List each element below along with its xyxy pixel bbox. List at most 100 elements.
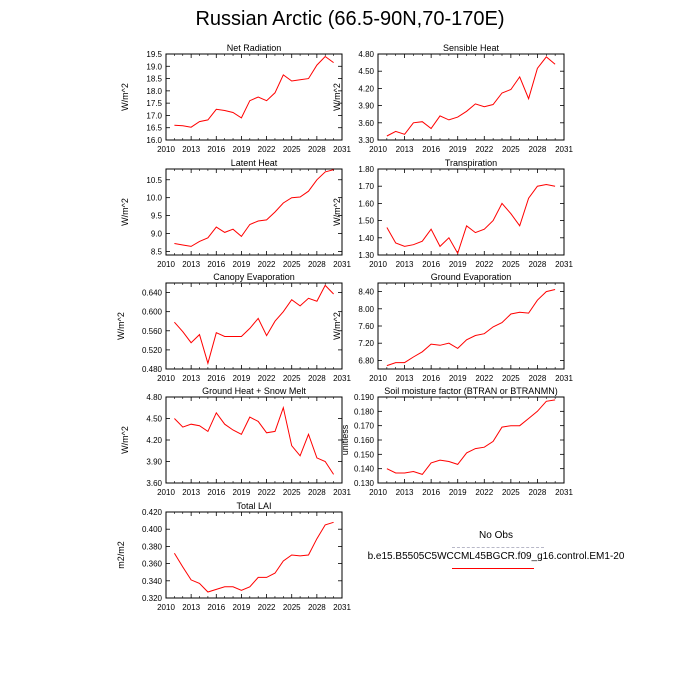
y-axis-label: W/m^2 [120, 198, 130, 226]
y-tick-label: 16.0 [146, 136, 162, 145]
series-line [173, 521, 334, 593]
x-tick-label: 2016 [207, 488, 225, 497]
y-tick-label: 16.5 [146, 124, 162, 133]
y-axis-label: W/m^2 [332, 83, 342, 111]
panel-7: Ground Heat + Snow Melt W/m^2 2010 2013 2016… [120, 386, 351, 497]
series-line [386, 289, 556, 367]
y-tick-label: 10.5 [146, 176, 162, 185]
plot-frame [165, 511, 343, 599]
y-tick-label: 0.380 [142, 542, 163, 551]
y-axis-label: W/m^2 [332, 198, 342, 226]
series-line [174, 55, 334, 128]
y-tick-label: 0.190 [354, 393, 375, 402]
legend: No Obs b.e15.B5505C5WCCML45BGCR.f09_g16.… [362, 530, 630, 574]
y-tick-label: 4.50 [358, 67, 374, 76]
x-tick-label: 2025 [283, 374, 301, 383]
x-tick-label: 2022 [475, 374, 493, 383]
y-tick-label: 19.0 [146, 62, 162, 71]
x-tick-label: 2022 [258, 374, 276, 383]
panel-title: Net Radiation [227, 43, 282, 53]
x-tick-label: 2019 [449, 260, 467, 269]
y-tick-label: 0.160 [354, 436, 375, 445]
x-tick-label: 2013 [182, 374, 200, 383]
legend-model-label: b.e15.B5505C5WCCML45BGCR.f09_g16.control… [367, 551, 625, 562]
y-tick-label: 8.5 [151, 247, 163, 256]
panel-6: Ground Evaporation W/m^2 2010 2013 2016 2019 2… [332, 272, 573, 383]
x-tick-label: 2025 [283, 145, 301, 154]
x-tick-label: 2031 [555, 260, 573, 269]
x-tick-label: 2013 [182, 260, 200, 269]
y-tick-label: 1.80 [358, 165, 374, 174]
x-tick-label: 2016 [422, 374, 440, 383]
y-tick-label: 0.180 [354, 407, 375, 416]
x-tick-label: 2013 [182, 145, 200, 154]
panel-5: Canopy Evaporation W/m^2 2010 2013 2016 2019 2… [116, 272, 351, 383]
x-tick-label: 2013 [396, 145, 414, 154]
y-tick-label: 9.5 [151, 212, 163, 221]
x-tick-label: 2013 [396, 374, 414, 383]
x-tick-label: 2010 [157, 374, 175, 383]
y-tick-label: 0.480 [142, 365, 163, 374]
x-tick-label: 2013 [396, 488, 414, 497]
y-tick-label: 18.5 [146, 75, 162, 84]
x-tick-label: 2022 [258, 603, 276, 612]
y-tick-label: 19.5 [146, 50, 162, 59]
x-tick-label: 2028 [529, 488, 547, 497]
x-tick-label: 2010 [369, 488, 387, 497]
y-axis-label: m2/m2 [116, 541, 126, 569]
x-tick-label: 2010 [369, 374, 387, 383]
series-line [174, 284, 334, 366]
series-line [386, 56, 556, 137]
plot-frame [165, 53, 343, 141]
x-tick-label: 2022 [475, 488, 493, 497]
plot-frame [377, 53, 565, 141]
x-tick-label: 2010 [369, 145, 387, 154]
x-tick-label: 2028 [308, 145, 326, 154]
x-tick-label: 2010 [369, 260, 387, 269]
x-tick-label: 2031 [555, 374, 573, 383]
y-tick-label: 4.20 [146, 436, 162, 445]
x-tick-label: 2025 [502, 145, 520, 154]
panel-title: Total LAI [236, 501, 271, 511]
panel-title: Ground Evaporation [431, 272, 512, 282]
x-tick-label: 2025 [502, 374, 520, 383]
figure-title: Russian Arctic (66.5-90N,70-170E) [195, 8, 505, 30]
x-tick-label: 2025 [283, 603, 301, 612]
y-tick-label: 3.90 [358, 102, 374, 111]
panel-8: Soil moisture factor (BTRAN or BTRANMN) u… [340, 386, 573, 497]
x-tick-label: 2025 [283, 260, 301, 269]
plot-frame [377, 282, 565, 370]
panel-title: Sensible Heat [443, 43, 500, 53]
x-tick-label: 2022 [475, 260, 493, 269]
y-tick-label: 0.400 [142, 525, 163, 534]
y-tick-label: 4.20 [358, 84, 374, 93]
x-tick-label: 2028 [308, 488, 326, 497]
y-tick-label: 0.140 [354, 465, 375, 474]
x-tick-label: 2031 [333, 260, 351, 269]
x-tick-label: 2019 [233, 260, 251, 269]
y-tick-label: 0.170 [354, 422, 375, 431]
x-tick-label: 2019 [449, 374, 467, 383]
y-tick-label: 1.60 [358, 199, 374, 208]
x-tick-label: 2031 [333, 603, 351, 612]
x-tick-label: 2028 [308, 260, 326, 269]
y-tick-label: 7.20 [358, 339, 374, 348]
y-tick-label: 8.00 [358, 305, 374, 314]
x-tick-label: 2019 [233, 145, 251, 154]
plot-frame [165, 396, 343, 484]
x-tick-label: 2031 [333, 145, 351, 154]
y-tick-label: 10.0 [146, 194, 162, 203]
x-tick-label: 2016 [422, 488, 440, 497]
plot-frame [165, 168, 343, 256]
x-tick-label: 2019 [449, 145, 467, 154]
y-tick-label: 9.0 [151, 230, 163, 239]
y-tick-label: 7.60 [358, 322, 374, 331]
y-tick-label: 17.5 [146, 99, 162, 108]
x-tick-label: 2031 [555, 488, 573, 497]
x-tick-label: 2028 [529, 374, 547, 383]
y-tick-label: 18.0 [146, 87, 162, 96]
panel-title: Canopy Evaporation [213, 272, 295, 282]
panel-1: Net Radiation W/m^2 2010 2013 2016 2019 2022 20… [120, 43, 351, 154]
panel-2: Sensible Heat W/m^2 2010 2013 2016 2019 2022 20… [332, 43, 573, 154]
x-tick-label: 2022 [475, 145, 493, 154]
